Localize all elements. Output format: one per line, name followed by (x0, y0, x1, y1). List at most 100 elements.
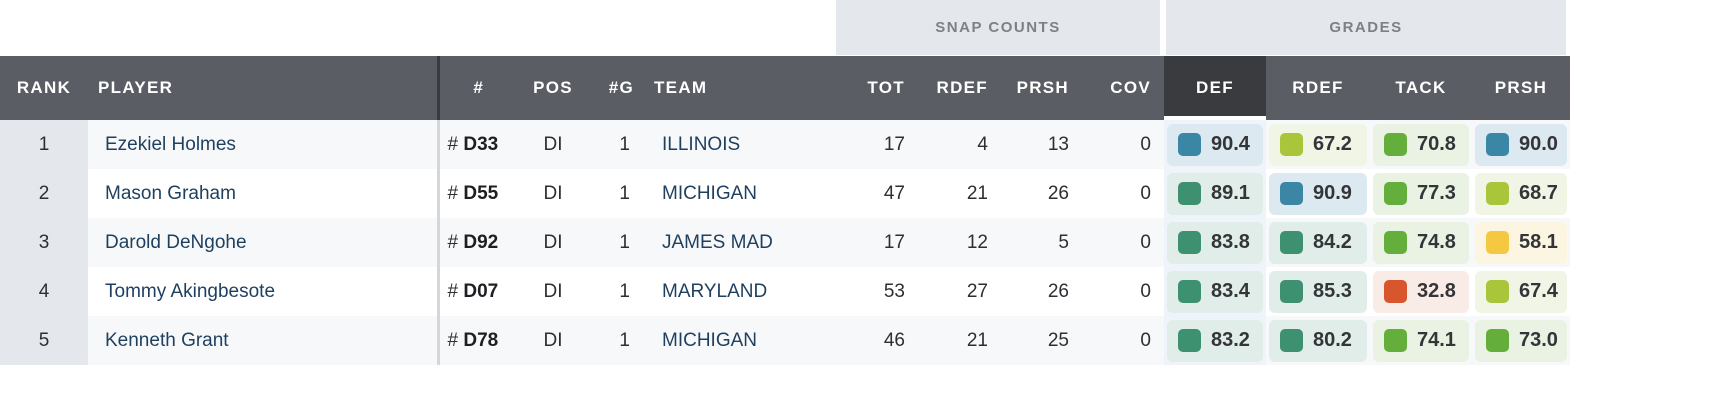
grade-color-marker-icon (1280, 182, 1303, 205)
snaps-cov-cell: 0 (1084, 267, 1164, 316)
col-header-grade-tack[interactable]: TACK (1370, 56, 1472, 120)
col-header-pos[interactable]: POS (518, 56, 588, 120)
grade-chip: 74.1 (1373, 319, 1469, 362)
grade-cell-prsh: 67.4 (1472, 267, 1570, 316)
grade-cell-rdef: 80.2 (1266, 316, 1370, 365)
snaps-tot-cell: 46 (824, 316, 920, 365)
position-cell: DI (518, 316, 588, 365)
position-cell: DI (518, 267, 588, 316)
col-header-player[interactable]: PLAYER (88, 56, 440, 120)
grade-chip: 67.2 (1269, 123, 1367, 166)
col-header-cov[interactable]: COV (1084, 56, 1164, 120)
player-name-link[interactable]: Darold DeNgohe (88, 218, 440, 267)
hash-symbol: # (447, 182, 459, 204)
group-header-snap-counts: SNAP COUNTS (836, 0, 1160, 55)
header-row: RANK PLAYER # POS #G TEAM TOT RDEF PRSH … (0, 56, 1570, 120)
grade-cell-tack: 32.8 (1370, 267, 1472, 316)
table-row[interactable]: 5 Kenneth Grant # D78 DI 1 MICHIGAN 46 21 25 0 83.… (0, 316, 1570, 365)
grade-chip: 90.4 (1167, 123, 1263, 166)
grade-cell-tack: 77.3 (1370, 169, 1472, 218)
grade-chip: 77.3 (1373, 172, 1469, 215)
grade-chip: 70.8 (1373, 123, 1469, 166)
team-link[interactable]: MICHIGAN (644, 169, 824, 218)
col-header-grade-rdef[interactable]: RDEF (1266, 56, 1370, 120)
team-link[interactable]: MARYLAND (644, 267, 824, 316)
col-header-team[interactable]: TEAM (644, 56, 824, 120)
col-header-prsh[interactable]: PRSH (1003, 56, 1084, 120)
team-link[interactable]: ILLINOIS (644, 120, 824, 169)
snaps-tot-cell: 17 (824, 120, 920, 169)
grade-cell-def: 90.4 (1164, 120, 1266, 169)
col-header-rank[interactable]: RANK (0, 56, 88, 120)
grade-chip: 83.4 (1167, 270, 1263, 313)
grade-cell-rdef: 85.3 (1266, 267, 1370, 316)
grade-chip: 83.2 (1167, 319, 1263, 362)
snaps-prsh-cell: 13 (1003, 120, 1084, 169)
snaps-prsh-cell: 5 (1003, 218, 1084, 267)
table-row[interactable]: 2 Mason Graham # D55 DI 1 MICHIGAN 47 21 26 0 89.1… (0, 169, 1570, 218)
grade-value: 90.4 (1211, 133, 1250, 155)
grade-color-marker-icon (1280, 329, 1303, 352)
player-name-link[interactable]: Mason Graham (88, 169, 440, 218)
col-header-grade-def[interactable]: DEF (1164, 56, 1266, 120)
grade-color-marker-icon (1178, 280, 1201, 303)
grade-value: 74.1 (1417, 329, 1456, 351)
snaps-prsh-cell: 25 (1003, 316, 1084, 365)
rank-cell: 3 (0, 218, 88, 267)
grade-value: 90.0 (1519, 133, 1558, 155)
col-header-rdef[interactable]: RDEF (920, 56, 1003, 120)
grade-cell-prsh: 68.7 (1472, 169, 1570, 218)
grade-chip: 68.7 (1475, 172, 1567, 215)
hash-symbol: # (447, 280, 459, 302)
grade-value: 68.7 (1519, 182, 1558, 204)
grade-value: 83.2 (1211, 329, 1250, 351)
team-link[interactable]: JAMES MAD (644, 218, 824, 267)
group-header-grades: GRADES (1166, 0, 1566, 55)
jersey-number: D07 (463, 280, 499, 302)
snaps-rdef-cell: 4 (920, 120, 1003, 169)
col-header-games[interactable]: #G (588, 56, 644, 120)
snaps-prsh-cell: 26 (1003, 169, 1084, 218)
snaps-tot-cell: 53 (824, 267, 920, 316)
player-name-link[interactable]: Ezekiel Holmes (88, 120, 440, 169)
games-cell: 1 (588, 267, 644, 316)
grade-color-marker-icon (1178, 329, 1201, 352)
grade-color-marker-icon (1178, 231, 1201, 254)
player-grades-table: RANK PLAYER # POS #G TEAM TOT RDEF PRSH … (0, 56, 1572, 365)
rank-cell: 4 (0, 267, 88, 316)
grade-color-marker-icon (1486, 182, 1509, 205)
hash-symbol: # (447, 231, 459, 253)
grade-value: 67.4 (1519, 280, 1558, 302)
snaps-rdef-cell: 27 (920, 267, 1003, 316)
grade-chip: 32.8 (1373, 270, 1469, 313)
grade-color-marker-icon (1178, 133, 1201, 156)
grade-value: 58.1 (1519, 231, 1558, 253)
grade-value: 32.8 (1417, 280, 1456, 302)
team-link[interactable]: MICHIGAN (644, 316, 824, 365)
grade-color-marker-icon (1486, 133, 1509, 156)
snaps-tot-cell: 17 (824, 218, 920, 267)
grade-cell-def: 83.2 (1164, 316, 1266, 365)
grade-cell-rdef: 67.2 (1266, 120, 1370, 169)
col-header-tot[interactable]: TOT (824, 56, 920, 120)
grade-cell-def: 83.8 (1164, 218, 1266, 267)
grade-chip: 80.2 (1269, 319, 1367, 362)
hash-symbol: # (447, 329, 459, 351)
player-name-link[interactable]: Tommy Akingbesote (88, 267, 440, 316)
snaps-cov-cell: 0 (1084, 316, 1164, 365)
player-name-link[interactable]: Kenneth Grant (88, 316, 440, 365)
grade-color-marker-icon (1384, 280, 1407, 303)
grade-chip: 83.8 (1167, 221, 1263, 264)
snaps-rdef-cell: 12 (920, 218, 1003, 267)
table-row[interactable]: 4 Tommy Akingbesote # D07 DI 1 MARYLAND 53 27 26… (0, 267, 1570, 316)
grade-chip: 85.3 (1269, 270, 1367, 313)
grade-value: 84.2 (1313, 231, 1352, 253)
col-header-number[interactable]: # (438, 56, 518, 120)
grade-value: 89.1 (1211, 182, 1250, 204)
table-row[interactable]: 1 Ezekiel Holmes # D33 DI 1 ILLINOIS 17 4 13 0 90.… (0, 120, 1570, 169)
grade-chip: 74.8 (1373, 221, 1469, 264)
grade-cell-tack: 74.1 (1370, 316, 1472, 365)
table-row[interactable]: 3 Darold DeNgohe # D92 DI 1 JAMES MAD 17 12 5 0 83… (0, 218, 1570, 267)
col-header-grade-prsh[interactable]: PRSH (1472, 56, 1570, 120)
grade-color-marker-icon (1178, 182, 1201, 205)
